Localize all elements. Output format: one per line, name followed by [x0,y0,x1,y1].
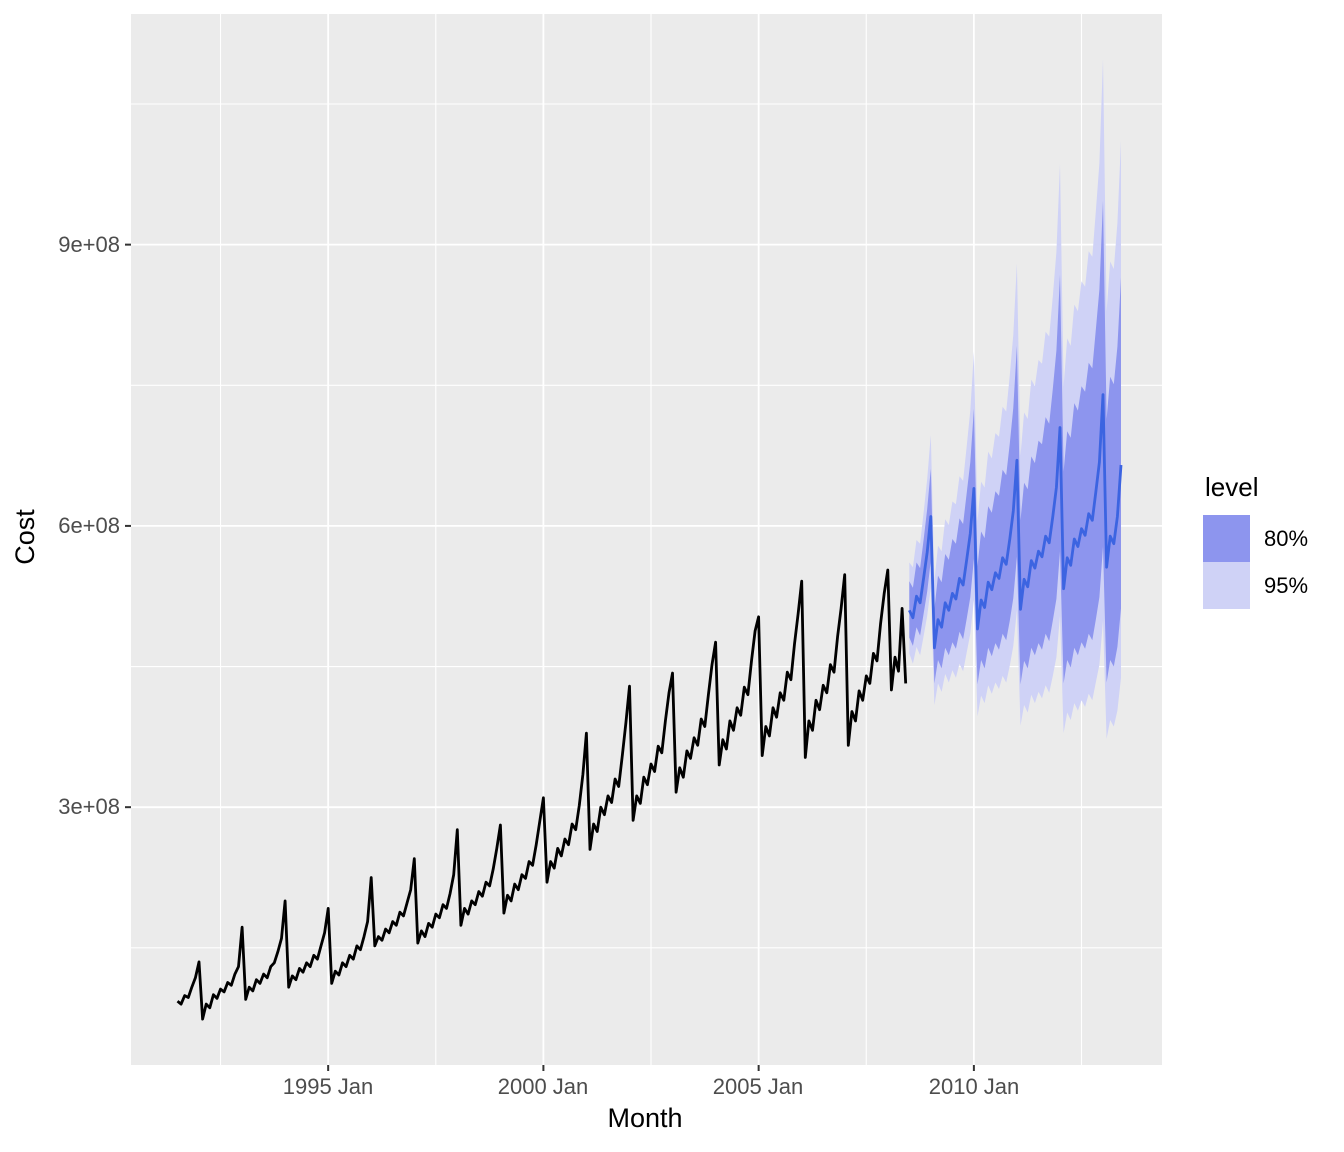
x-tick-label-2000: 2000 Jan [497,1074,589,1099]
x-tick-label-2005: 2005 Jan [712,1074,804,1099]
y-axis-title: Cost [10,509,40,565]
legend-key-80-swatch [1203,515,1250,562]
observed-series-line [176,568,908,1021]
y-tick-label-9e08: 9e+08 [58,232,120,257]
x-axis-title: Month [607,1103,683,1133]
legend-entry-80: 80% [1203,515,1308,562]
legend-label-80: 80% [1264,525,1309,551]
y-tick-label-3e08: 3e+08 [58,794,120,819]
legend: level 80% 95% [1203,472,1308,609]
forecast-band-80 [909,200,1121,685]
legend-entry-95: 95% [1203,562,1308,609]
x-tick-label-2010: 2010 Jan [928,1074,1020,1099]
legend-title: level [1205,472,1259,502]
y-tick-label-6e08: 6e+08 [58,513,120,538]
legend-label-95: 95% [1264,572,1309,598]
forecast-mean-line [908,393,1123,650]
x-tick-label-1995: 1995 Jan [282,1074,374,1099]
legend-key-95-swatch [1203,562,1250,609]
